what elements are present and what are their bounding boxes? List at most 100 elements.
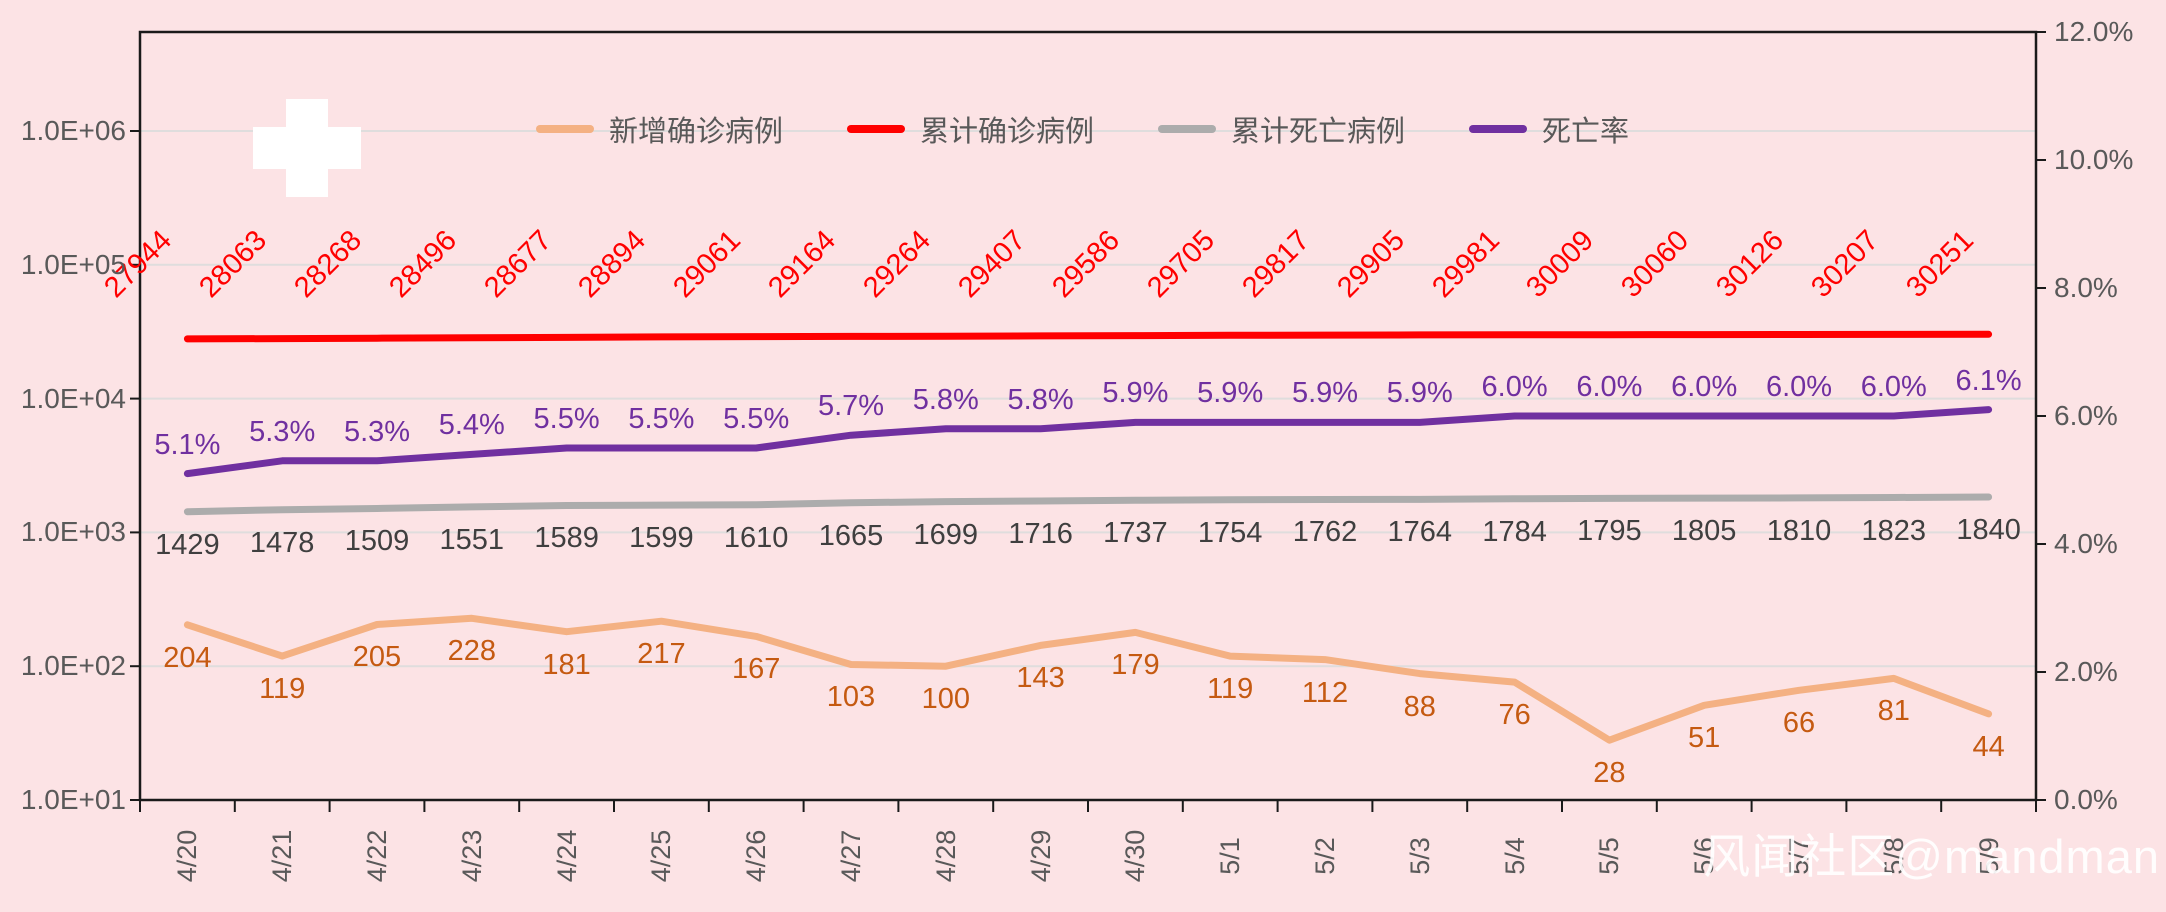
x-axis-tick-label: 5/1 (1215, 837, 1246, 875)
data-label-new-cases: 103 (826, 681, 876, 714)
data-label-death-rate: 5.5% (533, 403, 600, 435)
data-label-death-rate: 5.9% (1386, 377, 1453, 410)
left-axis-tick-label: 1.0E+03 (20, 516, 126, 548)
left-axis-tick-label: 1.0E+01 (20, 784, 126, 815)
right-axis-tick-label: 8.0% (2054, 272, 2118, 303)
data-label-cumulative-deaths: 1840 (1956, 513, 2021, 546)
legend-dash-icon (1469, 125, 1528, 133)
x-axis-tick-label: 4/24 (551, 829, 582, 883)
series-line-2 (183, 493, 1993, 516)
left-axis-tick-label: 1.0E+05 (20, 248, 126, 280)
data-label-new-cases: 143 (1016, 662, 1065, 695)
right-axis-tick-label: 0.0% (2054, 784, 2118, 815)
data-label-death-rate: 6.0% (1576, 371, 1643, 403)
x-axis-tick-label: 4/20 (172, 829, 203, 883)
data-label-death-rate: 6.0% (1481, 371, 1548, 403)
data-label-cumulative-deaths: 1737 (1103, 517, 1168, 550)
data-label-death-rate: 6.0% (1765, 371, 1833, 403)
legend-label: 死亡率 (1542, 116, 1630, 148)
data-label-cumulative-deaths: 1810 (1766, 514, 1832, 547)
data-label-death-rate: 6.0% (1671, 371, 1738, 403)
data-label-cumulative-deaths: 1509 (344, 525, 410, 558)
x-axis-tick-label: 4/28 (930, 829, 961, 883)
right-axis-tick-label: 12.0% (2054, 16, 2134, 47)
series-line-3 (183, 406, 1993, 478)
data-label-death-rate: 5.9% (1291, 377, 1359, 410)
data-label-death-rate: 5.1% (154, 428, 221, 461)
swiss-flag (207, 83, 407, 213)
legend-item-3: 死亡率 (1469, 108, 1629, 150)
data-label-new-cases: 76 (1498, 699, 1531, 732)
data-label-death-rate: 6.1% (1955, 364, 2022, 397)
left-axis-tick-label: 1.0E+06 (20, 115, 126, 146)
data-label-cumulative-deaths: 1429 (155, 528, 220, 561)
data-label-new-cases: 228 (447, 635, 496, 668)
data-label-cumulative-deaths: 1784 (1482, 515, 1547, 548)
data-label-death-rate: 5.7% (817, 390, 885, 423)
data-label-death-rate: 5.4% (438, 409, 505, 442)
data-label-death-rate: 5.8% (1007, 383, 1074, 416)
data-label-new-cases: 100 (921, 683, 970, 716)
data-label-new-cases: 88 (1403, 690, 1436, 723)
x-axis-tick-label: 5/4 (1499, 837, 1530, 875)
data-label-death-rate: 5.9% (1197, 377, 1264, 410)
data-label-new-cases: 179 (1111, 649, 1160, 682)
legend-item-1: 累计确诊病例 (847, 108, 1094, 150)
data-label-new-cases: 205 (352, 641, 402, 674)
data-label-death-rate: 5.5% (628, 403, 695, 435)
x-axis-tick-label: 4/30 (1120, 829, 1151, 883)
legend-dash-icon (1158, 125, 1217, 133)
data-label-cumulative-deaths: 1599 (629, 522, 694, 555)
data-label-new-cases: 28 (1593, 757, 1626, 790)
data-label-cumulative-deaths: 1610 (723, 521, 789, 554)
series-line-1 (183, 330, 1993, 343)
data-label-cumulative-deaths: 1762 (1292, 516, 1358, 549)
data-label-new-cases: 119 (259, 673, 306, 706)
data-label-death-rate: 5.3% (249, 415, 316, 448)
x-axis-tick-label: 4/26 (741, 829, 772, 883)
left-axis-tick-label: 1.0E+02 (20, 650, 126, 682)
data-label-cumulative-deaths: 1589 (534, 522, 599, 555)
data-label-cumulative-deaths: 1716 (1008, 518, 1073, 551)
x-axis-tick-label: 4/23 (456, 829, 487, 883)
data-label-death-rate: 5.9% (1102, 377, 1169, 410)
data-label-new-cases: 167 (731, 653, 781, 686)
data-label-new-cases: 51 (1688, 722, 1721, 755)
series-line-0 (183, 614, 1993, 744)
x-axis-tick-label: 4/25 (646, 829, 677, 883)
x-axis-tick-label: 4/27 (836, 829, 866, 883)
data-label-death-rate: 5.8% (912, 383, 979, 416)
data-label-new-cases: 44 (1972, 730, 2005, 763)
legend-label: 累计确诊病例 (920, 116, 1095, 148)
left-axis-tick-label: 1.0E+04 (20, 382, 126, 414)
data-label-new-cases: 119 (1207, 673, 1254, 706)
x-axis-tick-label: 5/5 (1594, 837, 1625, 875)
data-label-cumulative-deaths: 1764 (1387, 516, 1453, 549)
x-axis-tick-label: 5/3 (1404, 837, 1435, 875)
legend: 新增确诊病例 累计确诊病例 累计死亡病例 死亡率 (536, 108, 1629, 150)
data-label-cumulative-deaths: 1551 (439, 523, 505, 556)
data-label-cumulative-deaths: 1665 (818, 519, 884, 552)
legend-dash-icon (847, 125, 906, 133)
flag-cross-horizontal (253, 127, 361, 169)
legend-label: 累计死亡病例 (1231, 116, 1406, 148)
legend-item-2: 累计死亡病例 (1158, 108, 1405, 150)
data-label-death-rate: 6.0% (1860, 371, 1927, 403)
data-label-new-cases: 181 (542, 648, 591, 681)
data-label-death-rate: 5.3% (343, 415, 411, 448)
data-label-cumulative-deaths: 1754 (1197, 516, 1263, 549)
data-label-death-rate: 5.5% (723, 403, 790, 435)
right-axis-tick-label: 6.0% (2054, 400, 2118, 431)
data-label-new-cases: 81 (1877, 695, 1910, 728)
x-axis-tick-label: 5/2 (1310, 837, 1340, 875)
legend-label: 新增确诊病例 (609, 116, 784, 148)
data-label-cumulative-deaths: 1699 (913, 518, 979, 551)
x-axis-tick-label: 4/21 (267, 829, 298, 883)
right-axis-tick-label: 2.0% (2054, 656, 2118, 687)
watermark: 风闻社区@mandman (1703, 830, 2160, 883)
data-label-cumulative-deaths: 1795 (1577, 515, 1642, 548)
data-label-new-cases: 217 (637, 638, 686, 671)
data-label-new-cases: 204 (163, 641, 212, 674)
